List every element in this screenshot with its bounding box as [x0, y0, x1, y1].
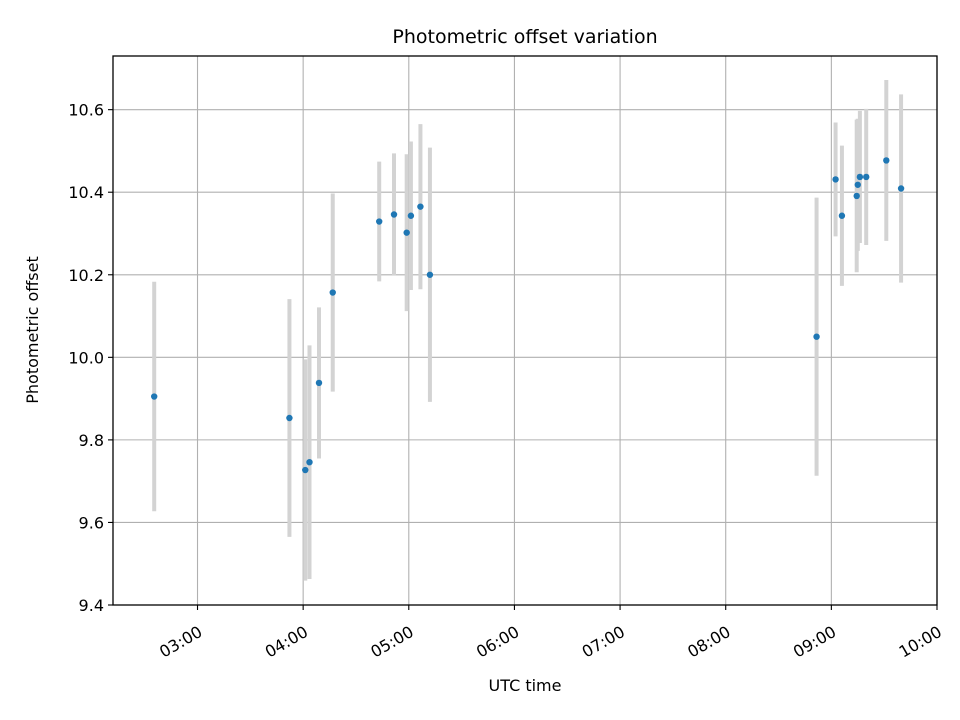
y-axis-ticks: 9.4 9.6 9.8 10.0 10.2 10.4 10.6	[68, 101, 113, 615]
y-axis-label: Photometric offset	[23, 256, 42, 404]
y-tick-label: 9.6	[79, 513, 104, 532]
y-tick-label: 9.4	[79, 596, 104, 615]
data-point	[856, 173, 864, 181]
chart-title: Photometric offset variation	[392, 26, 657, 48]
y-tick-label: 10.0	[68, 348, 104, 367]
y-tick-label: 9.8	[79, 431, 104, 450]
data-point	[376, 218, 383, 225]
data-point	[151, 393, 158, 400]
plot-area	[113, 56, 937, 605]
y-tick-label: 10.2	[68, 266, 104, 285]
data-point	[329, 289, 336, 296]
data-point	[286, 414, 293, 422]
data-point	[897, 185, 905, 192]
data-point	[854, 181, 861, 188]
data-point	[838, 212, 846, 219]
data-point	[390, 211, 398, 218]
data-point	[426, 271, 434, 278]
data-point	[306, 458, 313, 466]
x-axis-label: UTC time	[489, 676, 562, 695]
data-points	[151, 157, 905, 474]
plot-frame	[112, 55, 938, 606]
data-point	[863, 173, 870, 181]
data-point	[853, 192, 860, 200]
data-point	[403, 229, 410, 236]
y-tick-label: 10.4	[68, 183, 104, 202]
data-point	[883, 157, 890, 164]
data-point	[417, 203, 424, 210]
y-tick-label: 10.6	[68, 101, 104, 120]
data-point	[813, 333, 820, 340]
data-point	[315, 379, 323, 387]
data-point	[302, 466, 309, 474]
data-point	[407, 212, 415, 219]
data-point	[832, 176, 839, 183]
